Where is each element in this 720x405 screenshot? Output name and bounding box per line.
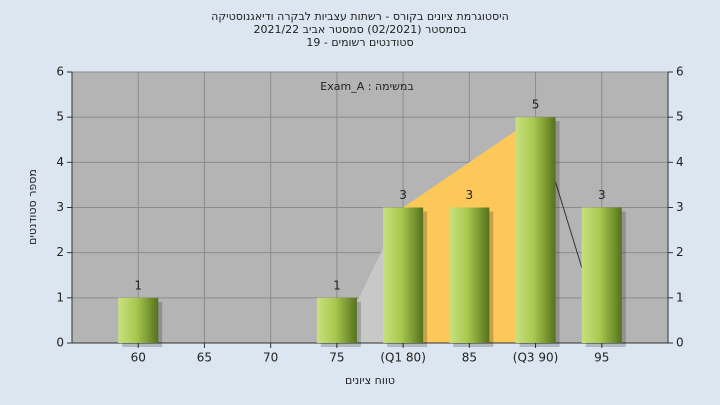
- y-tick-label: 3: [676, 200, 684, 214]
- y-axis-label: מספר סטודנטים: [26, 169, 39, 245]
- y-tick-label: 4: [56, 155, 64, 169]
- chart-title: היסטוגרמת ציונים בקורס - רשתות עצביות לב…: [211, 10, 509, 23]
- data-label: 1: [134, 278, 142, 292]
- y-tick-label: 5: [56, 110, 64, 124]
- x-tick-label: 85: [462, 351, 477, 365]
- y-tick-label: 3: [56, 200, 64, 214]
- y-tick-label: 1: [676, 290, 684, 304]
- bar: [383, 207, 424, 343]
- bar: [581, 207, 622, 343]
- y-tick-label: 2: [676, 245, 684, 259]
- y-tick-label: 5: [676, 110, 684, 124]
- bar: [515, 117, 556, 344]
- x-tick-label: 65: [197, 351, 212, 365]
- bar: [316, 297, 357, 343]
- x-tick-label: 95: [594, 351, 609, 365]
- x-tick-label: (Q1 80): [380, 351, 426, 365]
- y-tick-label: 0: [56, 336, 64, 350]
- chart-subtitle: בסמסטר (02/2021) סמסטר אביב 2021/22: [253, 23, 466, 36]
- y-tick-label: 6: [676, 65, 684, 79]
- x-tick-label: 75: [329, 351, 344, 365]
- chart-subtitle: סטודנטים רשומים - 19: [306, 36, 413, 49]
- annotation: במשימה : Exam_A: [320, 80, 413, 93]
- x-tick-label: (Q3 90): [513, 351, 559, 365]
- data-label: 1: [333, 278, 341, 292]
- y-tick-label: 2: [56, 245, 64, 259]
- data-label: 3: [399, 188, 407, 202]
- data-label: 3: [598, 188, 606, 202]
- bar: [449, 207, 490, 343]
- y-tick-label: 4: [676, 155, 684, 169]
- x-axis-label: טווח ציונים: [345, 374, 395, 387]
- data-label: 5: [532, 98, 540, 112]
- y-tick-label: 6: [56, 65, 64, 79]
- x-tick-label: 70: [263, 351, 278, 365]
- y-tick-label: 0: [676, 336, 684, 350]
- y-tick-label: 1: [56, 290, 64, 304]
- bar: [118, 297, 159, 343]
- x-tick-label: 60: [131, 351, 146, 365]
- data-label: 3: [466, 188, 474, 202]
